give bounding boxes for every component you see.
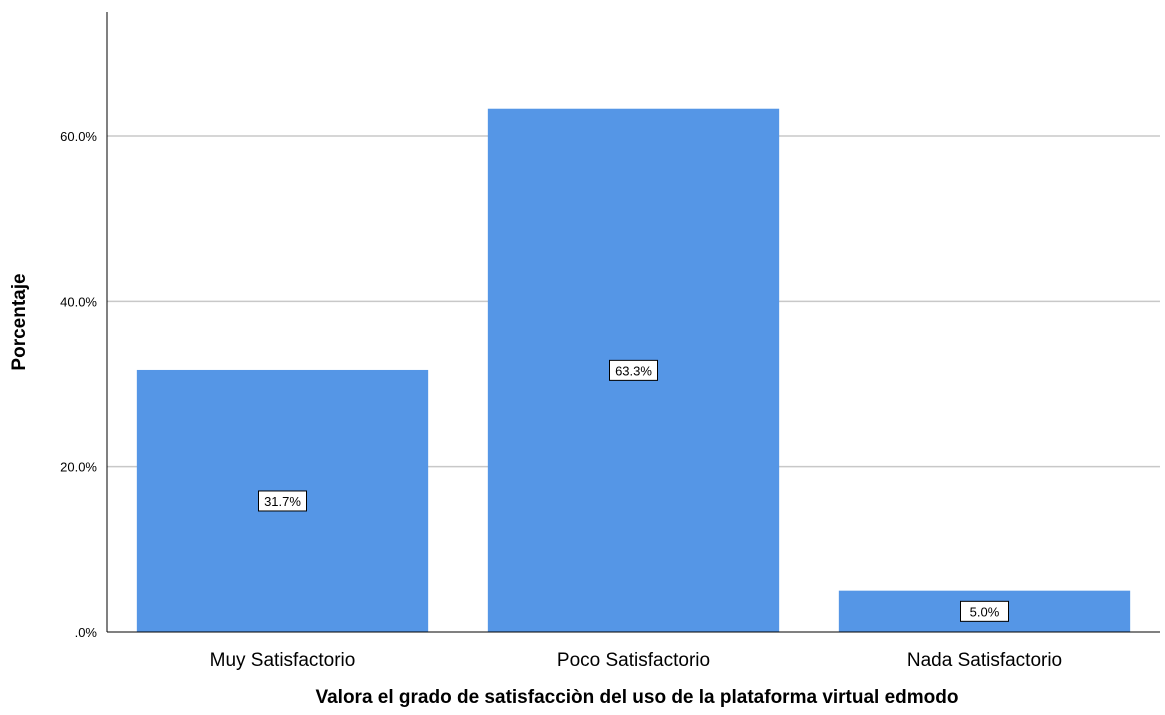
y-tick-labels: .0% 20.0% 40.0% 60.0% — [60, 129, 97, 640]
data-label-box — [609, 359, 658, 381]
y-tick-label: 40.0% — [60, 294, 97, 309]
data-label-text: 63.3% — [615, 363, 652, 378]
y-tick-label: .0% — [75, 625, 98, 640]
data-labels: 31.7% 63.3% 5.0% — [258, 359, 1009, 622]
data-label-box — [960, 600, 1009, 622]
data-label-text: 31.7% — [264, 494, 301, 509]
data-label-text: 5.0% — [970, 604, 1000, 619]
x-tick-label: Poco Satisfactorio — [557, 650, 710, 671]
data-label-box — [258, 490, 307, 512]
x-axis-title: Valora el grado de satisfacciòn del uso … — [315, 687, 958, 708]
x-tick-label: Muy Satisfactorio — [210, 650, 356, 671]
y-tick-label: 20.0% — [60, 460, 97, 475]
data-label: 63.3% — [609, 359, 658, 381]
y-axis-title: Porcentaje — [9, 273, 30, 370]
x-tick-labels: Muy Satisfactorio Poco Satisfactorio Nada … — [210, 650, 1062, 671]
data-label: 31.7% — [258, 490, 307, 512]
x-tick-label: Nada Satisfactorio — [907, 650, 1062, 671]
data-label: 5.0% — [960, 600, 1009, 622]
axes — [106, 12, 1160, 633]
y-tick-label: 60.0% — [60, 129, 97, 144]
